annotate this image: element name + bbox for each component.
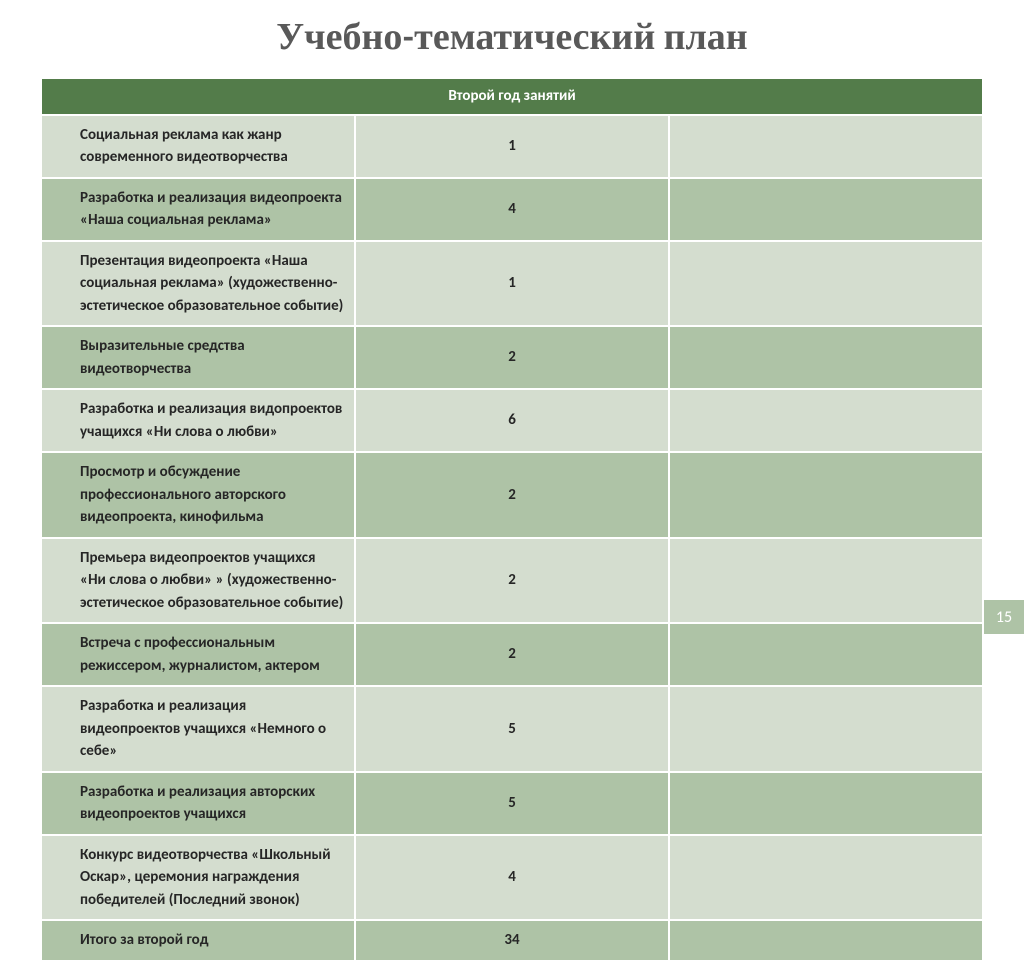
row-blank-cell xyxy=(669,623,983,686)
row-blank-cell xyxy=(669,241,983,327)
row-name-cell: Разработка и реализация видопроектов уча… xyxy=(41,389,355,452)
row-value-cell: 5 xyxy=(355,772,669,835)
table-row: Презентация видеопроекта «Наша социальна… xyxy=(41,241,983,327)
row-value-cell: 1 xyxy=(355,241,669,327)
row-blank-cell xyxy=(669,538,983,624)
page-number-badge: 15 xyxy=(984,600,1024,634)
row-blank-cell xyxy=(669,389,983,452)
table-row: Просмотр и обсуждение профессионального … xyxy=(41,452,983,538)
row-name-cell: Встреча с профессиональным режиссером, ж… xyxy=(41,623,355,686)
table-body: Второй год занятий Социальная реклама ка… xyxy=(41,78,983,961)
row-blank-cell xyxy=(669,772,983,835)
row-value-cell: 2 xyxy=(355,326,669,389)
row-name-cell: Презентация видеопроекта «Наша социальна… xyxy=(41,241,355,327)
table-row: Разработка и реализация видеопроектов уч… xyxy=(41,686,983,772)
row-value-cell: 4 xyxy=(355,835,669,921)
table-row: Конкурс видеотворчества «Школьный Оскар»… xyxy=(41,835,983,921)
row-name-cell: Выразительные средства видеотворчества xyxy=(41,326,355,389)
row-name-cell: Социальная реклама как жанр современного… xyxy=(41,115,355,178)
table-row: Выразительные средства видеотворчества2 xyxy=(41,326,983,389)
row-value-cell: 34 xyxy=(355,920,669,961)
curriculum-table: Второй год занятий Социальная реклама ка… xyxy=(40,77,984,962)
row-blank-cell xyxy=(669,326,983,389)
table-header-cell: Второй год занятий xyxy=(41,78,983,115)
table-row: Итого за второй год34 xyxy=(41,920,983,961)
row-value-cell: 4 xyxy=(355,178,669,241)
row-name-cell: Конкурс видеотворчества «Школьный Оскар»… xyxy=(41,835,355,921)
row-name-cell: Просмотр и обсуждение профессионального … xyxy=(41,452,355,538)
row-blank-cell xyxy=(669,178,983,241)
row-name-cell: Итого за второй год xyxy=(41,920,355,961)
table-row: Социальная реклама как жанр современного… xyxy=(41,115,983,178)
row-blank-cell xyxy=(669,920,983,961)
row-name-cell: Разработка и реализация авторских видеоп… xyxy=(41,772,355,835)
row-name-cell: Премьера видеопроектов учащихся «Ни слов… xyxy=(41,538,355,624)
table-row: Премьера видеопроектов учащихся «Ни слов… xyxy=(41,538,983,624)
table-row: Разработка и реализация видопроектов уча… xyxy=(41,389,983,452)
table-row: Разработка и реализация видеопроекта «На… xyxy=(41,178,983,241)
row-value-cell: 2 xyxy=(355,452,669,538)
row-value-cell: 6 xyxy=(355,389,669,452)
row-value-cell: 1 xyxy=(355,115,669,178)
row-name-cell: Разработка и реализация видеопроектов уч… xyxy=(41,686,355,772)
slide: Учебно-тематический план Второй год заня… xyxy=(0,0,1024,767)
row-value-cell: 2 xyxy=(355,623,669,686)
row-blank-cell xyxy=(669,686,983,772)
table-row: Встреча с профессиональным режиссером, ж… xyxy=(41,623,983,686)
slide-title: Учебно-тематический план xyxy=(40,15,984,59)
row-blank-cell xyxy=(669,115,983,178)
table-row: Разработка и реализация авторских видеоп… xyxy=(41,772,983,835)
row-blank-cell xyxy=(669,452,983,538)
row-value-cell: 2 xyxy=(355,538,669,624)
row-name-cell: Разработка и реализация видеопроекта «На… xyxy=(41,178,355,241)
row-blank-cell xyxy=(669,835,983,921)
row-value-cell: 5 xyxy=(355,686,669,772)
table-header-row: Второй год занятий xyxy=(41,78,983,115)
